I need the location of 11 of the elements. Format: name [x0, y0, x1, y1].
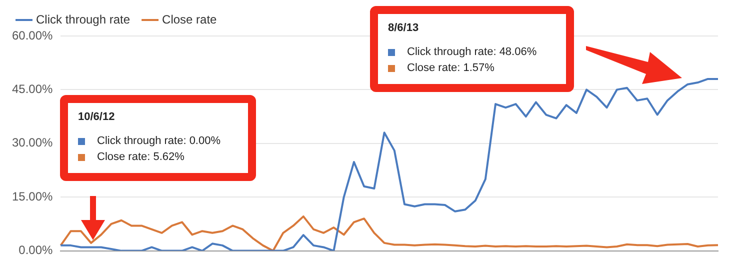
annotation: 8/6/13 Click through rate: 48.06% Close rate: 1.57% [388, 22, 538, 76]
y-tick-label: 15.00% [12, 189, 54, 204]
y-tick-label: 0.00% [18, 243, 54, 258]
y-tick-label: 30.00% [12, 136, 54, 150]
y-tick-label: 45.00% [12, 82, 54, 96]
y-tick-label: 60.00% [12, 28, 54, 42]
legend-label: Close rate [162, 12, 218, 26]
legend-label: Click through rate [36, 12, 130, 26]
annotation: 10/6/12 Click through rate: 0.00% Close rate: 5.62% [78, 111, 222, 165]
callout-box: 8/6/13 Click through rate: 48.06% Close rate: 1.57% [370, 6, 574, 92]
callout-box: 10/6/12 Click through rate: 0.00% Close rate: 5.62% [60, 95, 256, 181]
